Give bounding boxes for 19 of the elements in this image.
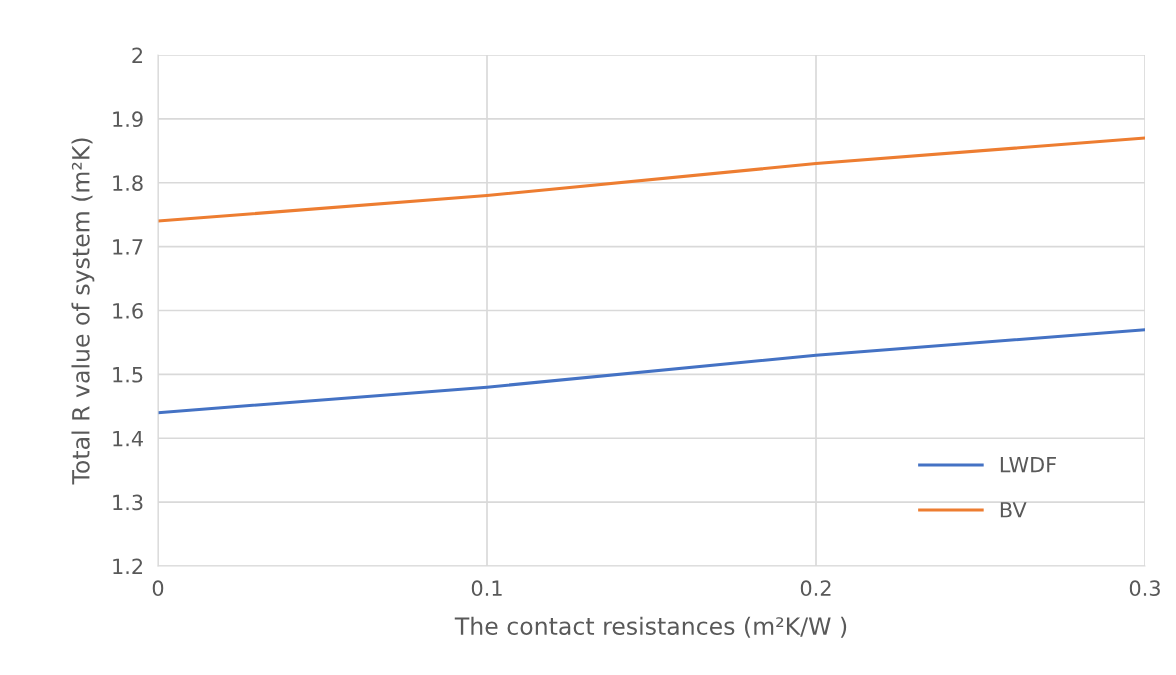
y-tick-label: 1.7 bbox=[113, 239, 143, 255]
x-tick-label: 0.2 bbox=[800, 580, 831, 597]
x-tick-label: 0 bbox=[152, 580, 164, 597]
y-tick-label: 2 bbox=[132, 47, 143, 63]
legend-label: LWDF bbox=[1000, 457, 1056, 473]
line-series bbox=[158, 328, 1145, 415]
legend-label: BV bbox=[1000, 502, 1027, 518]
y-tick-label: 1.5 bbox=[113, 367, 143, 383]
y-tick-label: 1.2 bbox=[113, 558, 143, 574]
x-tick-label: 0.3 bbox=[1129, 580, 1160, 597]
x-tick-label: 0.1 bbox=[471, 580, 502, 597]
x-axis-title: The contact resistances (m²K/W ) bbox=[454, 616, 847, 638]
y-tick-label: 1.6 bbox=[113, 302, 143, 319]
y-tick-label: 1.3 bbox=[113, 494, 143, 511]
y-tick-label: 1.8 bbox=[113, 175, 143, 191]
line-series bbox=[158, 136, 1145, 223]
y-tick-label: 1.9 bbox=[113, 111, 143, 128]
y-tick-label: 1.4 bbox=[113, 430, 143, 447]
y-axis-title: Total R value of system (m²K) bbox=[71, 138, 95, 485]
